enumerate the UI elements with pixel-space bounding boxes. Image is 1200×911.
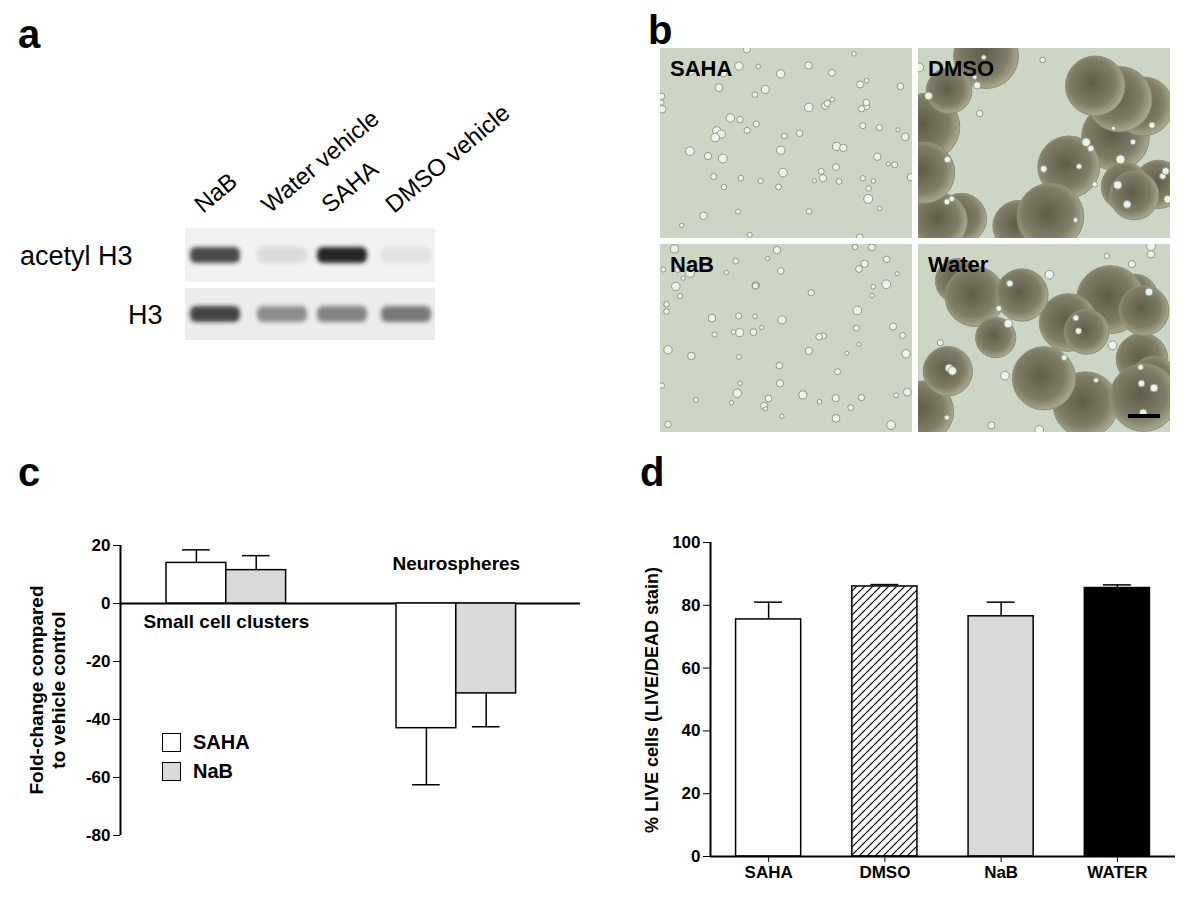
svg-text:SAHA: SAHA: [670, 56, 732, 81]
svg-text:NaB: NaB: [189, 167, 242, 218]
svg-text:WATER: WATER: [1087, 863, 1147, 882]
svg-text:NaB: NaB: [670, 252, 714, 277]
html-text:d: d: [640, 450, 665, 494]
svg-text:Water vehicle: Water vehicle: [256, 104, 384, 218]
svg-text:Water: Water: [928, 252, 989, 277]
svg-text:0: 0: [691, 847, 700, 866]
svg-text:20: 20: [92, 536, 111, 555]
svg-text:acetyl H3: acetyl H3: [20, 241, 133, 271]
svg-text:-80: -80: [86, 826, 111, 845]
svg-text:Neurospheres: Neurospheres: [392, 553, 520, 574]
svg-text:H3: H3: [128, 300, 163, 330]
svg-text:DMSO vehicle: DMSO vehicle: [380, 99, 515, 218]
html-text:% LIVE cells (LIVE/DEAD stain): % LIVE cells (LIVE/DEAD stain): [641, 567, 662, 833]
html-text:c: c: [18, 450, 41, 494]
svg-text:SAHA: SAHA: [316, 155, 383, 218]
svg-text:100: 100: [672, 533, 700, 552]
svg-text:NaB: NaB: [984, 863, 1018, 882]
svg-text:0: 0: [101, 594, 110, 613]
svg-text:DMSO: DMSO: [928, 56, 994, 81]
svg-text:-20: -20: [86, 652, 111, 671]
html-text:NaB: NaB: [193, 760, 233, 782]
html-text:a: a: [18, 12, 41, 56]
svg-text:SAHA: SAHA: [745, 863, 793, 882]
svg-text:20: 20: [682, 784, 701, 803]
html-text:Fold-change compared to vehicl: Fold-change compared to vehicle control: [26, 585, 69, 795]
html-text:SAHA: SAHA: [193, 731, 250, 753]
svg-text:80: 80: [682, 596, 701, 615]
svg-text:40: 40: [682, 721, 701, 740]
svg-text:-40: -40: [86, 710, 111, 729]
svg-text:DMSO: DMSO: [859, 863, 910, 882]
svg-text:60: 60: [682, 659, 701, 678]
svg-text:-60: -60: [86, 768, 111, 787]
html-text:b: b: [648, 8, 673, 52]
svg-text:Small cell clusters: Small cell clusters: [143, 611, 309, 632]
